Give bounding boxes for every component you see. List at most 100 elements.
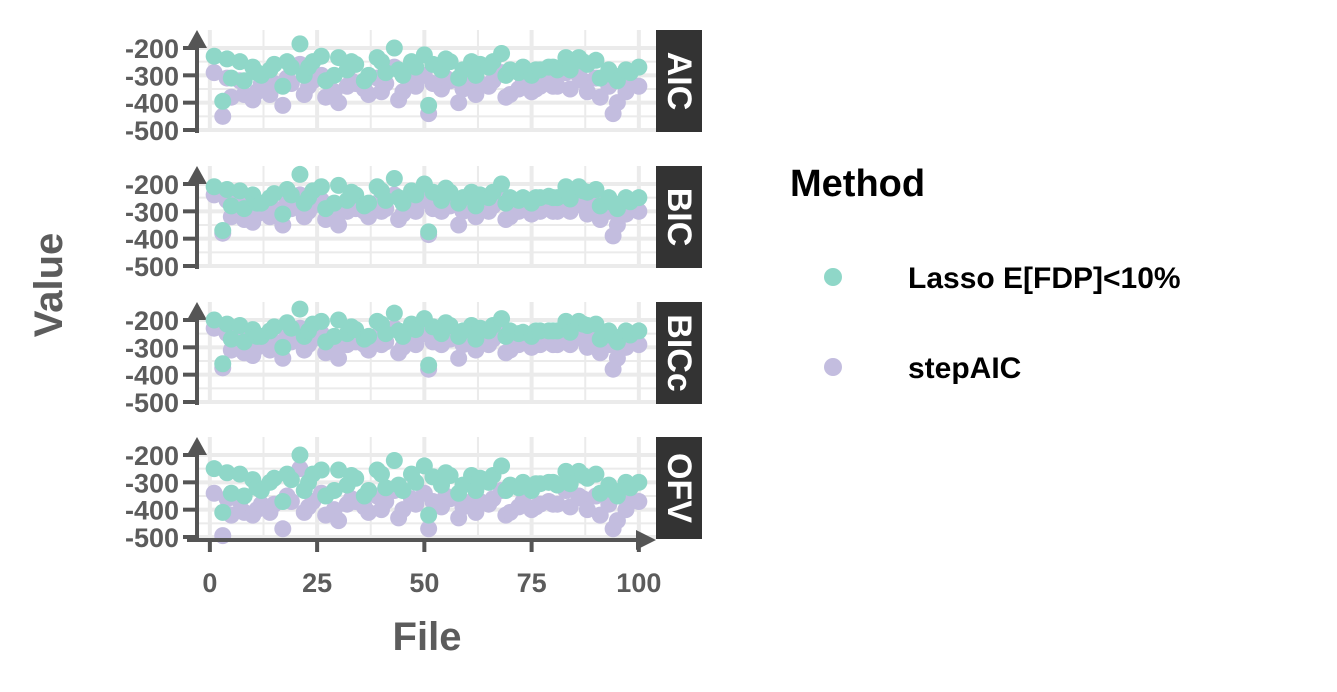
y-tick-label: -300: [125, 61, 179, 91]
point-lasso: [265, 185, 283, 203]
point-stepaic: [205, 64, 223, 82]
x-tick-label: 100: [616, 568, 661, 598]
point-lasso: [330, 49, 348, 67]
point-lasso: [312, 461, 330, 479]
point-lasso: [360, 482, 378, 500]
point-stepaic: [274, 96, 292, 114]
point-lasso: [282, 471, 300, 489]
point-lasso: [561, 190, 579, 208]
y-tick-label: -200: [125, 306, 179, 336]
point-lasso: [493, 175, 511, 193]
point-lasso: [630, 189, 648, 207]
point-lasso: [218, 315, 236, 333]
point-lasso: [360, 66, 378, 84]
x-tick-label: 75: [517, 568, 547, 598]
point-lasso: [372, 465, 390, 483]
point-lasso: [385, 39, 403, 57]
point-lasso: [377, 191, 395, 209]
strip-label: BICc: [660, 314, 698, 391]
point-stepaic: [214, 107, 232, 125]
point-lasso: [231, 53, 249, 71]
panel-bicc: -200-300-400-500 BICc: [125, 300, 702, 418]
point-lasso: [325, 327, 343, 345]
point-lasso: [385, 304, 403, 322]
point-lasso: [347, 469, 365, 487]
point-lasso: [420, 223, 438, 241]
point-lasso: [265, 469, 283, 487]
point-lasso: [312, 312, 330, 330]
point-lasso: [218, 50, 236, 68]
y-tick-label: -500: [125, 252, 179, 282]
point-lasso: [282, 58, 300, 76]
point-stepaic: [205, 484, 223, 502]
point-lasso: [385, 451, 403, 469]
point-lasso: [291, 446, 309, 464]
point-lasso: [312, 178, 330, 196]
panel-aic: -200-300-400-500 AIC: [125, 30, 702, 146]
point-lasso: [282, 319, 300, 337]
y-tick-label: -400: [125, 225, 179, 255]
y-axis-arrow: [187, 166, 207, 184]
point-lasso: [205, 460, 223, 478]
point-lasso: [347, 55, 365, 73]
strip-label: BIC: [660, 188, 698, 247]
point-lasso: [291, 300, 309, 318]
point-lasso: [330, 311, 348, 329]
legend-label: stepAIC: [908, 352, 1021, 385]
point-lasso: [235, 72, 253, 90]
point-lasso: [394, 194, 412, 212]
point-lasso: [274, 205, 292, 223]
point-lasso: [587, 51, 605, 69]
point-lasso: [235, 333, 253, 351]
y-tick-label: -200: [125, 170, 179, 200]
point-lasso: [235, 200, 253, 218]
point-lasso: [222, 484, 240, 502]
point-lasso: [608, 487, 626, 505]
point-lasso: [561, 475, 579, 493]
x-tick-label: 50: [409, 568, 439, 598]
point-lasso: [587, 465, 605, 483]
point-stepaic: [330, 512, 348, 530]
point-lasso: [282, 186, 300, 204]
point-lasso: [330, 461, 348, 479]
point-lasso: [493, 457, 511, 475]
point-stepaic: [450, 94, 468, 112]
panel-ofv: -200-300-400-500 OFV: [125, 437, 702, 553]
point-lasso: [231, 182, 249, 200]
strip-background: [656, 302, 702, 404]
point-lasso: [394, 66, 412, 84]
point-lasso: [274, 492, 292, 510]
point-lasso: [274, 338, 292, 356]
point-stepaic: [274, 520, 292, 538]
x-tick-label: 0: [202, 568, 217, 598]
y-tick-label: -200: [125, 34, 179, 64]
y-tick-label: -200: [125, 441, 179, 471]
strip-background: [656, 166, 702, 268]
point-lasso: [548, 61, 566, 79]
point-lasso: [360, 327, 378, 345]
point-stepaic: [630, 492, 648, 510]
point-lasso: [274, 77, 292, 95]
point-stepaic: [578, 501, 596, 519]
point-lasso: [231, 316, 249, 334]
point-lasso: [265, 318, 283, 336]
point-stepaic: [450, 349, 468, 367]
point-lasso: [214, 503, 232, 521]
legend-title: Method: [790, 163, 925, 205]
point-lasso: [205, 311, 223, 329]
point-lasso: [231, 465, 249, 483]
point-stepaic: [330, 349, 348, 367]
point-lasso: [420, 356, 438, 374]
strip-label: OFV: [660, 453, 698, 523]
point-lasso: [325, 194, 343, 212]
point-lasso: [441, 467, 459, 484]
point-lasso: [291, 165, 309, 183]
point-lasso: [377, 325, 395, 343]
point-stepaic: [548, 77, 566, 95]
point-lasso: [291, 35, 309, 53]
strip-background: [656, 437, 702, 539]
point-lasso: [235, 487, 253, 505]
y-axis-title: Value: [27, 233, 71, 338]
point-stepaic: [630, 77, 648, 95]
point-lasso: [312, 47, 330, 65]
